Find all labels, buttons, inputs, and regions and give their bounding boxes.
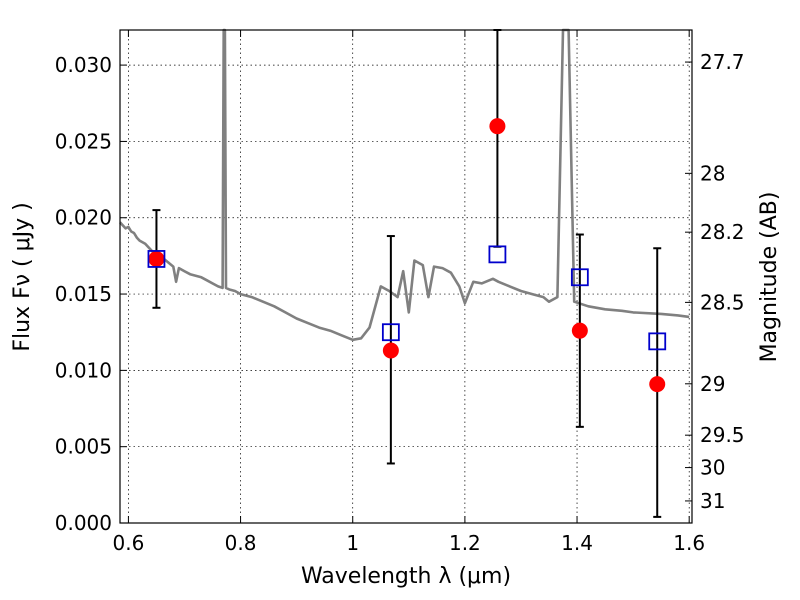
model-flux-point — [488, 245, 507, 264]
right-tick-label: 28 — [700, 161, 725, 185]
x-axis-ticks: 0.6 0.8 1 1.2 1.4 1.6 — [113, 30, 705, 555]
y-tick-label: 0.020 — [55, 206, 112, 230]
right-tick-label: 28.5 — [700, 290, 745, 314]
model-spectrum-path — [119, 28, 690, 342]
observed-flux-point — [382, 342, 399, 359]
model-flux-points — [147, 245, 667, 351]
x-axis-title: Wavelength λ (μm) — [301, 564, 511, 589]
model-flux-point — [381, 323, 400, 342]
y-tick-label: 0.000 — [55, 511, 112, 535]
x-tick-label: 1.4 — [561, 531, 593, 555]
error-bars — [152, 29, 662, 518]
x-tick-label: 1 — [346, 531, 359, 555]
y-axis-ticks: 0.000 0.005 0.010 0.015 0.020 0.025 0.030 — [55, 53, 127, 535]
grid-lines — [120, 30, 692, 524]
observed-flux-points — [148, 118, 666, 393]
right-axis-title: Magnitude (AB) — [757, 192, 782, 363]
model-flux-point — [648, 332, 667, 351]
observed-flux-point — [489, 118, 506, 135]
x-tick-label: 1.6 — [673, 531, 705, 555]
observed-flux-point — [148, 250, 165, 267]
x-tick-label: 1.2 — [449, 531, 481, 555]
y-axis-title: Flux Fν ( μJy ) — [10, 202, 35, 351]
y-tick-label: 0.005 — [55, 435, 112, 459]
y-tick-label: 0.030 — [55, 53, 112, 77]
x-tick-label: 0.8 — [225, 531, 257, 555]
model-flux-point — [147, 250, 166, 268]
right-axis-ticks: 27.7 28 28.2 28.5 29 29.5 30 31 — [685, 50, 745, 513]
observed-flux-point — [571, 322, 588, 339]
right-tick-label: 28.2 — [700, 220, 745, 244]
model-spectrum-line — [119, 28, 690, 342]
right-tick-label: 29.5 — [700, 423, 745, 447]
right-tick-label: 29 — [700, 372, 725, 396]
x-tick-label: 0.6 — [113, 531, 145, 555]
right-tick-label: 31 — [700, 489, 725, 513]
y-tick-label: 0.025 — [55, 129, 112, 153]
right-tick-label: 30 — [700, 456, 725, 480]
right-tick-label: 27.7 — [700, 50, 745, 74]
model-flux-point — [570, 268, 589, 287]
y-tick-label: 0.015 — [55, 282, 112, 306]
observed-flux-point — [649, 376, 666, 393]
plot-frame — [119, 29, 693, 524]
y-tick-label: 0.010 — [55, 358, 112, 382]
